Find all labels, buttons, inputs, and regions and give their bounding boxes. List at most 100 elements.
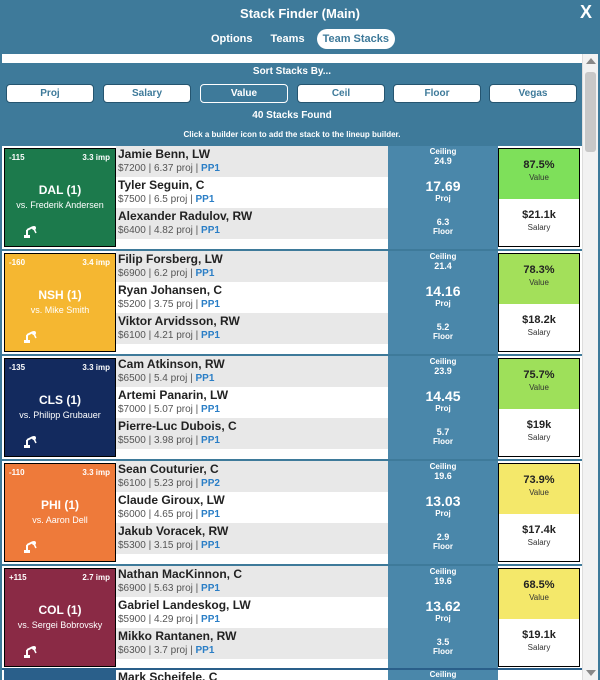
- player-detail: $5900 | 4.29 proj | PP1: [118, 613, 388, 626]
- value-cell: 87.5% Value: [499, 149, 579, 199]
- close-button[interactable]: X: [579, 2, 592, 22]
- player-name: Gabriel Landeskog, LW: [118, 598, 251, 612]
- sort-proj-button[interactable]: Proj: [6, 84, 94, 103]
- player-detail: $6000 | 4.65 proj | PP1: [118, 508, 388, 521]
- team-implied-goals: 3.3 imp: [82, 153, 110, 162]
- player-name: Cam Atkinson, RW: [118, 357, 225, 371]
- ceiling-label: Ceiling: [429, 567, 457, 576]
- sort-vegas-button[interactable]: Vegas: [489, 84, 577, 103]
- ceiling-value: 19.6: [434, 471, 452, 481]
- builder-icon[interactable]: [23, 435, 39, 449]
- player-salary-proj: $7500 | 6.5 proj |: [118, 194, 196, 205]
- scroll-down-arrow-icon[interactable]: [586, 670, 596, 676]
- tab-team-stacks[interactable]: Team Stacks: [316, 29, 396, 49]
- builder-icon[interactable]: [23, 225, 39, 239]
- player-name: Nathan MacKinnon, C: [118, 567, 243, 581]
- player-salary-proj: $5900 | 4.29 proj |: [118, 614, 202, 625]
- floor-value: 3.5: [436, 637, 450, 647]
- player-row: Artemi Panarin, LW $7000 | 5.07 proj | PP…: [116, 387, 388, 418]
- builder-icon[interactable]: [23, 540, 39, 554]
- salary-total: $18.2k: [522, 314, 556, 326]
- player-list: Nathan MacKinnon, C $6900 | 5.63 proj | P…: [116, 566, 388, 669]
- player-name: Viktor Arvidsson, RW: [118, 314, 240, 328]
- team-box: -135 3.3 imp CLS (1) vs. Philipp Grubauer: [4, 358, 116, 457]
- proj-value: 14.45: [425, 388, 461, 404]
- scroll-thumb[interactable]: [585, 72, 596, 152]
- floor-label: Floor: [433, 332, 453, 341]
- player-detail: $5300 | 3.15 proj | PP1: [118, 539, 388, 552]
- projection-column: Ceiling 19.6 13.03 Proj 2.9 Floor: [388, 461, 498, 564]
- salary-cell: $17.4k Salary: [499, 514, 579, 561]
- player-salary-proj: $5500 | 3.98 proj |: [118, 435, 202, 446]
- player-detail: $7200 | 6.37 proj | PP1: [118, 162, 388, 175]
- proj-value: 14.16: [425, 283, 461, 299]
- floor-value: 6.3: [436, 217, 450, 227]
- player-detail: $6500 | 5.4 proj | PP1: [118, 372, 388, 385]
- scrollbar[interactable]: [582, 54, 598, 680]
- salary-total: $21.1k: [522, 209, 556, 221]
- power-play-line: PP1: [201, 330, 220, 341]
- player-name: Jamie Benn, LW: [118, 147, 211, 161]
- value-column: 78.3% Value $18.2k Salary: [498, 253, 580, 352]
- player-name: Mikko Rantanen, RW: [118, 629, 237, 643]
- salary-cell: $19k Salary: [499, 409, 579, 456]
- salary-label: Salary: [527, 223, 551, 232]
- sort-ceil-button[interactable]: Ceil: [297, 84, 385, 103]
- player-detail: $6400 | 4.82 proj | PP1: [118, 224, 388, 237]
- team-odds: -135: [9, 363, 26, 372]
- builder-icon[interactable]: [23, 330, 39, 344]
- ceiling-label: Ceiling: [429, 462, 457, 471]
- player-row: Claude Giroux, LW $6000 | 4.65 proj | PP1: [116, 492, 388, 523]
- sort-floor-button[interactable]: Floor: [393, 84, 481, 103]
- player-salary-proj: $6900 | 6.2 proj |: [118, 268, 196, 279]
- player-row: Tyler Seguin, C $7500 | 6.5 proj | PP1: [116, 177, 388, 208]
- value-cell: 75.7% Value: [499, 359, 579, 409]
- value-column: 75.7% Value $19k Salary: [498, 358, 580, 457]
- power-play-line: PP1: [201, 225, 220, 236]
- projection-column: Ceiling 19.6 13.62 Proj 3.5 Floor: [388, 566, 498, 669]
- builder-icon[interactable]: [23, 645, 39, 659]
- player-row: Jakub Voracek, RW $5300 | 3.15 proj | PP1: [116, 523, 388, 554]
- opponent-goalie: vs. Sergei Bobrovsky: [17, 620, 103, 630]
- power-play-line: PP1: [195, 373, 215, 384]
- sort-salary-button[interactable]: Salary: [103, 84, 191, 103]
- player-detail: $6100 | 5.23 proj | PP2: [118, 477, 388, 490]
- player-name: Jakub Voracek, RW: [118, 524, 229, 538]
- team-box-partial: [4, 670, 116, 680]
- player-name: Filip Forsberg, LW: [118, 252, 223, 266]
- team-name: PHI (1): [40, 498, 79, 512]
- player-salary-proj: $7000 | 5.07 proj |: [118, 404, 202, 415]
- builder-hint: Click a builder icon to add the stack to…: [183, 130, 401, 139]
- player-name: Claude Giroux, LW: [118, 493, 225, 507]
- sort-button-group: Proj Salary Value Ceil Floor Vegas: [2, 81, 582, 105]
- player-salary-proj: $6100 | 4.21 proj |: [118, 330, 202, 341]
- floor-label: Floor: [433, 227, 453, 236]
- proj-label: Proj: [435, 614, 451, 623]
- floor-value: 5.2: [436, 322, 450, 332]
- stack-row-partial: Mark Scheifele, C Ceiling: [2, 668, 582, 680]
- sort-value-button[interactable]: Value: [200, 84, 288, 103]
- salary-label: Salary: [527, 643, 551, 652]
- player-detail: $5200 | 3.75 proj | PP1: [118, 298, 388, 311]
- player-salary-proj: $6300 | 3.7 proj |: [118, 645, 196, 656]
- proj-label: Proj: [435, 509, 451, 518]
- team-implied-goals: 3.4 imp: [82, 258, 110, 267]
- team-implied-goals: 3.3 imp: [82, 468, 110, 477]
- scroll-up-arrow-icon[interactable]: [586, 58, 596, 64]
- player-row: Nathan MacKinnon, C $6900 | 5.63 proj | P…: [116, 566, 388, 597]
- tab-options[interactable]: Options: [210, 33, 253, 45]
- value-cell: 78.3% Value: [499, 254, 579, 304]
- team-odds: -115: [9, 153, 25, 162]
- player-salary-proj: $6400 | 4.82 proj |: [118, 225, 202, 236]
- player-name: Pierre-Luc Dubois, C: [118, 419, 237, 433]
- proj-value: 13.62: [425, 598, 461, 614]
- tab-teams[interactable]: Teams: [270, 33, 305, 45]
- power-play-line: PP1: [201, 614, 220, 625]
- power-play-line: PP2: [201, 478, 220, 489]
- player-row: Ryan Johansen, C $5200 | 3.75 proj | PP1: [116, 282, 388, 313]
- power-play-line: PP1: [201, 163, 220, 174]
- player-salary-proj: $6000 | 4.65 proj |: [118, 509, 202, 520]
- player-name: Sean Couturier, C: [118, 462, 219, 476]
- projection-column: Ceiling 21.4 14.16 Proj 5.2 Floor: [388, 251, 498, 354]
